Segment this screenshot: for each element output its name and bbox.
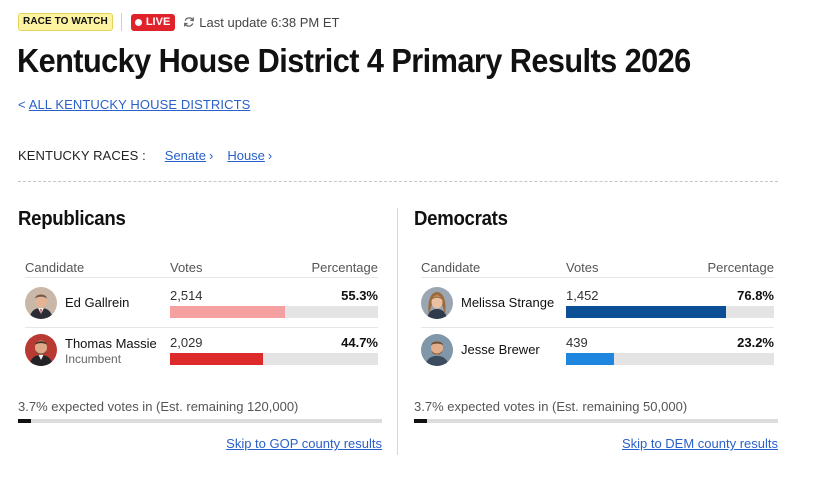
- back-link-label: ALL KENTUCKY HOUSE DISTRICTS: [28, 97, 251, 112]
- candidate-percentage: 23.2%: [737, 335, 774, 350]
- candidate-avatar: [421, 287, 453, 319]
- gop-results-panel: Republicans Candidate Votes Percentage E…: [18, 208, 382, 451]
- candidate-photo-icon: [421, 334, 453, 366]
- candidate-percentage: 44.7%: [341, 335, 378, 350]
- votes-column-header: Votes: [566, 260, 599, 275]
- candidate-column-header: Candidate: [25, 260, 85, 275]
- vote-share-fill: [170, 306, 286, 318]
- house-link[interactable]: House: [227, 148, 265, 163]
- divider: [120, 13, 122, 31]
- candidate-photo-icon: [25, 287, 57, 319]
- candidate-avatar: [421, 334, 453, 366]
- candidate-votes: 2,514: [170, 288, 203, 303]
- percentage-column-header: Percentage: [311, 260, 379, 275]
- votes-column-header: Votes: [170, 260, 203, 275]
- race-to-watch-badge: RACE TO WATCH: [18, 13, 113, 31]
- expected-votes-fill: [414, 419, 428, 423]
- status-bar: RACE TO WATCH LIVE Last update 6:38 PM E…: [18, 12, 339, 32]
- vote-share-bar: [170, 353, 378, 365]
- incumbent-label: Incumbent: [65, 352, 122, 366]
- back-to-districts-link[interactable]: < ALL KENTUCKY HOUSE DISTRICTS: [18, 97, 250, 112]
- section-divider: [18, 181, 778, 182]
- candidate-votes: 1,452: [566, 288, 599, 303]
- races-label: KENTUCKY RACES :: [18, 148, 146, 163]
- live-badge: LIVE: [130, 13, 176, 31]
- party-title: Republicans: [18, 208, 126, 230]
- candidate-votes: 439: [566, 335, 588, 350]
- candidate-row: Jesse Brewer 439 23.2%: [421, 328, 774, 375]
- expected-votes-bar: [414, 419, 778, 423]
- vote-share-bar: [170, 306, 378, 318]
- skip-to-dem-county-results-link[interactable]: Skip to DEM county results: [621, 436, 778, 451]
- race-nav: KENTUCKY RACES : Senate › House ›: [18, 148, 286, 163]
- vote-share-fill: [566, 306, 726, 318]
- candidate-column-header: Candidate: [421, 260, 481, 275]
- candidate-avatar: [25, 287, 57, 319]
- chevron-right-icon: ›: [267, 148, 273, 163]
- candidate-photo-icon: [421, 287, 453, 319]
- party-title: Democrats: [414, 208, 508, 230]
- expected-votes-bar: [18, 419, 382, 423]
- live-label: LIVE: [145, 15, 171, 28]
- vote-share-bar: [566, 306, 774, 318]
- candidate-name: Ed Gallrein: [65, 295, 130, 310]
- last-update-text: Last update 6:38 PM ET: [199, 14, 340, 30]
- expected-votes-fill: [18, 419, 32, 423]
- vote-share-bar: [566, 353, 774, 365]
- vote-share-fill: [170, 353, 263, 365]
- candidate-name: Thomas Massie: [65, 336, 157, 351]
- table-header: Candidate Votes Percentage: [421, 260, 774, 278]
- candidate-name: Jesse Brewer: [461, 342, 540, 357]
- candidate-row: Melissa Strange 1,452 76.8%: [421, 281, 774, 328]
- candidate-photo-icon: [25, 334, 57, 366]
- expected-votes-text: 3.7% expected votes in (Est. remaining 5…: [414, 399, 688, 414]
- candidate-percentage: 76.8%: [737, 288, 774, 303]
- chevron-right-icon: ›: [208, 148, 214, 163]
- vote-share-fill: [566, 353, 615, 365]
- candidate-votes: 2,029: [170, 335, 203, 350]
- chevron-left-icon: <: [18, 97, 26, 112]
- table-header: Candidate Votes Percentage: [25, 260, 378, 278]
- live-dot-icon: [134, 18, 142, 26]
- candidate-avatar: [25, 334, 57, 366]
- candidate-percentage: 55.3%: [341, 288, 378, 303]
- skip-to-gop-county-results-link[interactable]: Skip to GOP county results: [226, 436, 382, 451]
- refresh-icon: [184, 17, 195, 27]
- dem-results-panel: Democrats Candidate Votes Percentage Mel…: [414, 208, 778, 451]
- column-divider: [397, 208, 398, 455]
- candidate-row: Ed Gallrein 2,514 55.3%: [25, 281, 378, 328]
- expected-votes-text: 3.7% expected votes in (Est. remaining 1…: [18, 399, 299, 414]
- candidate-row: Thomas Massie Incumbent 2,029 44.7%: [25, 328, 378, 375]
- page-title: Kentucky House District 4 Primary Result…: [17, 42, 691, 79]
- percentage-column-header: Percentage: [707, 260, 775, 275]
- candidate-name: Melissa Strange: [461, 295, 555, 310]
- senate-link[interactable]: Senate: [164, 148, 206, 163]
